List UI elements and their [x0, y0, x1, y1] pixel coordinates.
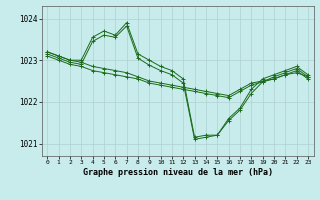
X-axis label: Graphe pression niveau de la mer (hPa): Graphe pression niveau de la mer (hPa) [83, 168, 273, 177]
